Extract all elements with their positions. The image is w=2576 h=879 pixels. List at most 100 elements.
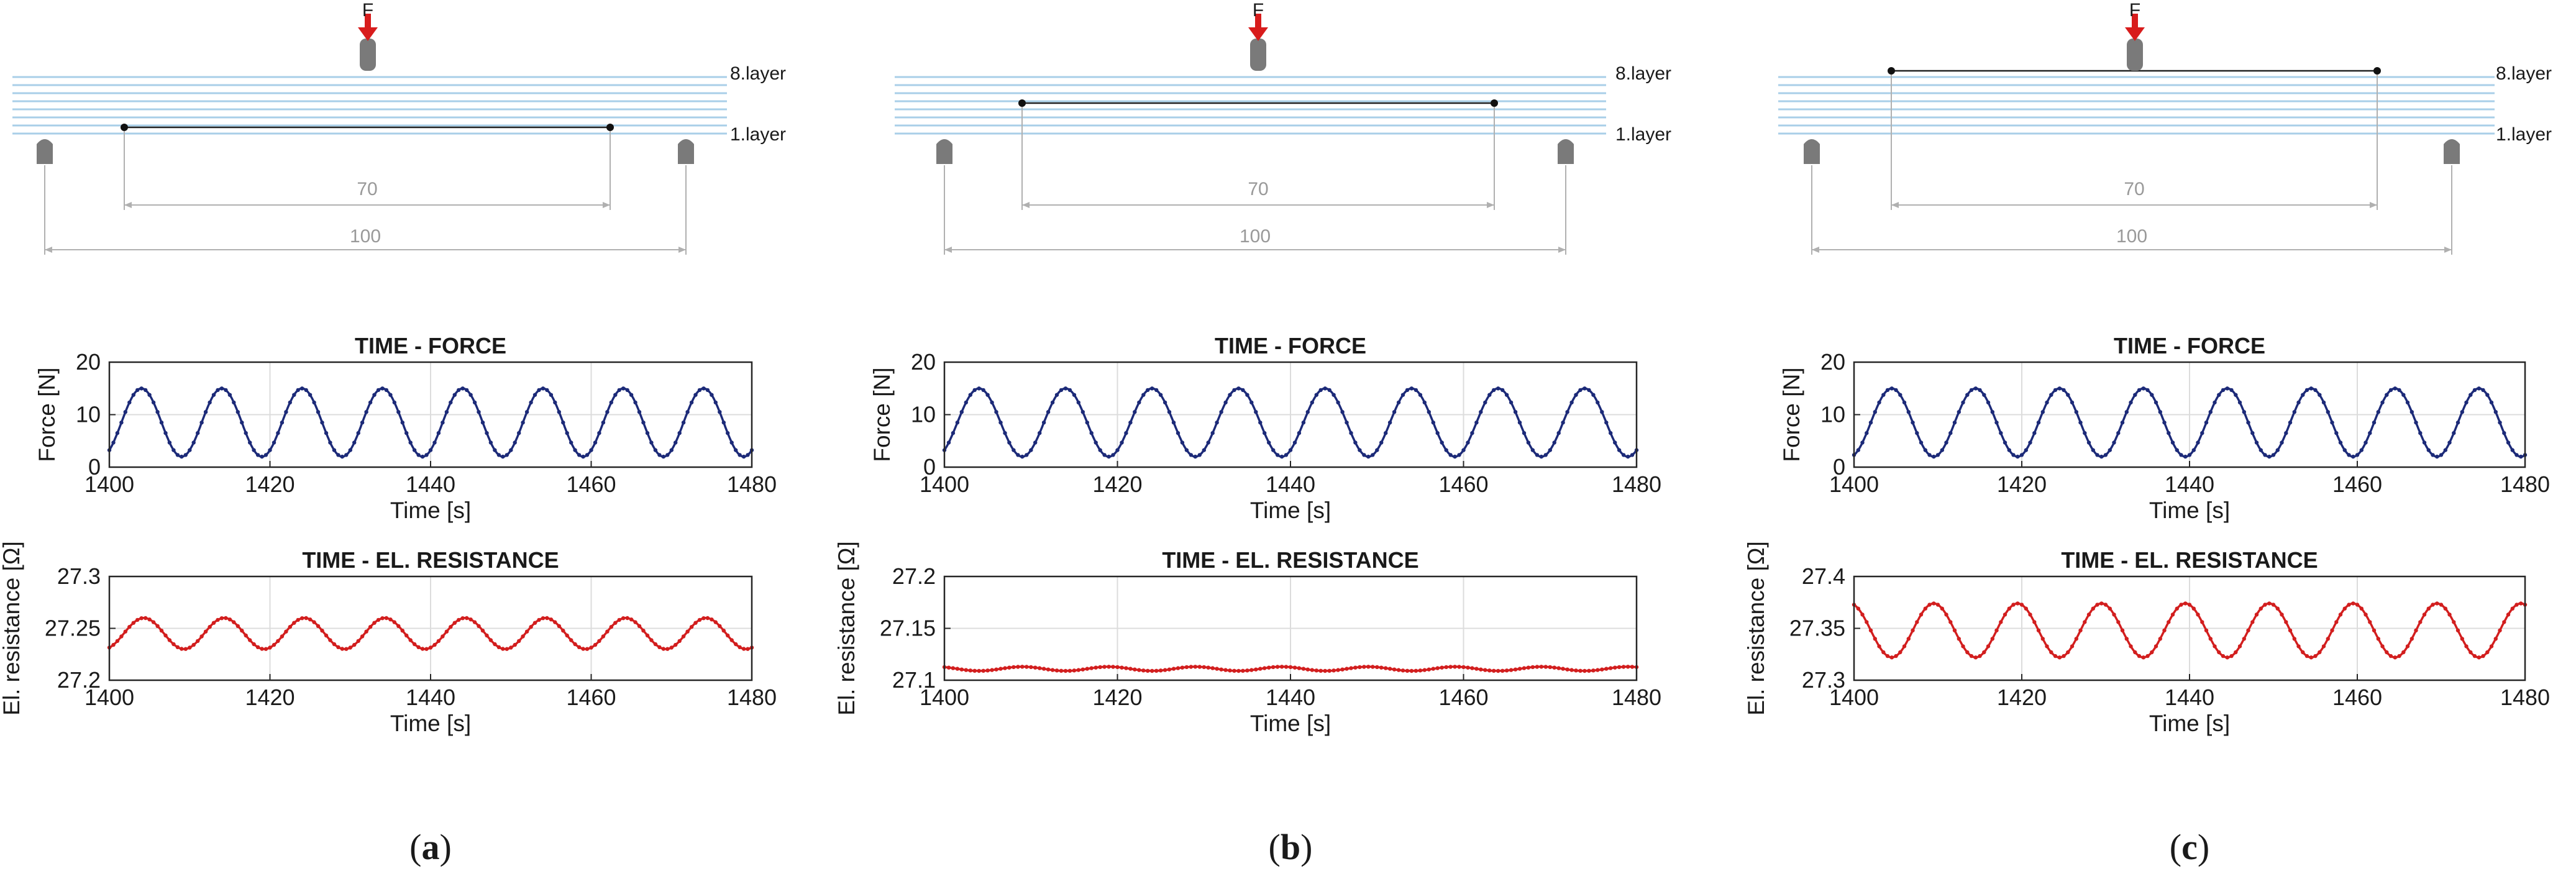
data-point xyxy=(1969,654,1974,658)
data-point xyxy=(1898,650,1902,655)
data-point xyxy=(2452,620,2456,624)
data-point xyxy=(255,645,260,650)
data-point xyxy=(2150,393,2154,397)
data-point xyxy=(1405,388,1410,393)
data-point xyxy=(2112,613,2116,617)
data-point xyxy=(2016,601,2020,606)
data-point xyxy=(537,617,541,622)
data-point xyxy=(1448,665,1453,669)
data-point xyxy=(653,448,658,452)
data-point xyxy=(2162,628,2167,632)
data-point xyxy=(2154,644,2158,649)
data-point xyxy=(2036,628,2041,632)
data-point xyxy=(521,634,525,639)
data-point xyxy=(1986,644,1991,649)
data-point xyxy=(2133,650,2137,655)
data-point xyxy=(1994,628,1999,632)
data-point xyxy=(1578,388,1583,393)
data-point xyxy=(1604,667,1609,671)
data-point xyxy=(1331,668,1336,673)
data-point xyxy=(376,388,381,393)
data-point xyxy=(693,393,698,397)
data-point xyxy=(1323,386,1327,391)
data-point xyxy=(1003,430,1007,435)
data-point xyxy=(424,453,429,457)
data-point xyxy=(135,617,140,622)
data-point xyxy=(1258,667,1263,671)
data-point xyxy=(144,616,148,621)
data-point xyxy=(1271,665,1276,670)
data-point xyxy=(312,620,316,624)
data-point xyxy=(208,400,212,405)
data-point xyxy=(1167,667,1172,672)
data-point xyxy=(2234,650,2238,655)
data-point xyxy=(1885,654,1890,658)
data-point xyxy=(2183,601,2188,606)
data-point xyxy=(1923,448,1927,452)
data-point xyxy=(1409,668,1414,673)
chart-title: TIME - FORCE xyxy=(355,333,506,358)
data-point xyxy=(1137,668,1141,672)
x-tick-label: 1440 xyxy=(1266,471,1315,497)
data-point xyxy=(436,430,441,435)
data-point xyxy=(990,668,994,672)
data-point xyxy=(2095,453,2099,457)
data-point xyxy=(1098,665,1102,670)
x-tick-label: 1460 xyxy=(566,685,616,710)
data-point xyxy=(2469,393,2473,397)
x-axis-label: Time [s] xyxy=(1250,498,1331,523)
data-point xyxy=(955,421,960,425)
data-point xyxy=(2074,637,2078,641)
data-point xyxy=(1323,668,1327,673)
data-point xyxy=(296,617,300,622)
x-tick-label: 1400 xyxy=(1829,685,1879,710)
data-point xyxy=(1530,448,1535,452)
data-point xyxy=(1552,665,1556,670)
data-point xyxy=(2368,620,2372,624)
data-point xyxy=(1345,667,1349,671)
inner-dimension-label: 70 xyxy=(1248,179,1268,199)
data-point xyxy=(2280,613,2284,617)
data-point xyxy=(2078,628,2083,632)
data-point xyxy=(452,621,457,625)
data-point xyxy=(1020,665,1025,669)
data-point xyxy=(521,421,525,425)
data-point xyxy=(480,629,485,633)
data-point xyxy=(376,617,381,622)
y-tick-label: 0 xyxy=(1833,454,1845,480)
data-point xyxy=(344,453,349,457)
data-point xyxy=(2141,386,2145,391)
beam-diagram: F 8.layer 1.layer 70 100 xyxy=(895,0,1671,255)
data-point xyxy=(721,629,726,633)
data-point xyxy=(613,393,618,397)
data-point xyxy=(677,430,682,435)
data-point xyxy=(1952,421,1957,425)
data-point xyxy=(2401,393,2406,397)
y-axis-label: El. resistance [Ω] xyxy=(0,541,24,716)
data-point xyxy=(601,421,606,425)
data-point xyxy=(2154,400,2158,405)
data-point xyxy=(1561,667,1565,671)
data-point xyxy=(1301,421,1306,425)
data-point xyxy=(734,448,738,452)
outer-dimension-label: 100 xyxy=(350,226,381,247)
inner-dimension-label: 70 xyxy=(2124,179,2144,199)
y-axis-label: El. resistance [Ω] xyxy=(834,541,859,716)
data-point xyxy=(2062,654,2066,658)
data-point xyxy=(115,639,120,644)
resistance-chart: 1400 1420 1440 1460 1480 27.1 27.15 27.2 TIME - … xyxy=(834,541,1661,736)
data-point xyxy=(977,386,981,391)
data-point xyxy=(972,388,977,393)
data-point xyxy=(524,410,529,414)
force-chart: 1400 1420 1440 1460 1480 0 10 20 TIME - FORCE Tim… xyxy=(869,333,1661,523)
data-point xyxy=(1911,628,1915,632)
data-point xyxy=(1898,393,1902,397)
data-point xyxy=(972,668,977,673)
data-point xyxy=(1630,453,1635,457)
data-point xyxy=(420,647,425,651)
data-point xyxy=(1254,410,1258,414)
data-point xyxy=(1453,454,1457,459)
data-point xyxy=(1258,421,1263,425)
bottom-layer-label: 1.layer xyxy=(730,124,786,145)
data-point xyxy=(1249,400,1254,405)
